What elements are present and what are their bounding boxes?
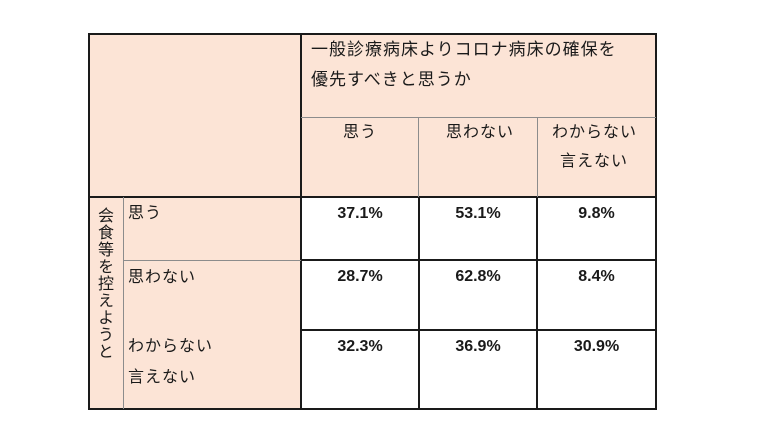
value-cell: 32.3% <box>337 338 383 355</box>
value-cell: 9.8% <box>578 205 615 222</box>
column-header-no: 思わない <box>446 122 515 141</box>
row-label-unsure-line1: わからない <box>128 336 214 355</box>
value-cell: 53.1% <box>455 205 501 222</box>
row-label-no: 思わない <box>128 267 197 286</box>
divider-row-1 <box>301 259 656 261</box>
data-area <box>301 197 656 409</box>
divider-label-row-1 <box>123 260 301 261</box>
divider-body-col-1 <box>418 197 420 409</box>
border-right <box>655 33 657 410</box>
divider-body-col-2 <box>536 197 538 409</box>
divider-col-1 <box>418 118 419 197</box>
row-group-label-cell <box>88 197 123 409</box>
divider-label-column <box>300 33 302 410</box>
row-group-label: 会食等を控えようと <box>95 207 114 360</box>
divider-row-2 <box>301 329 656 331</box>
border-bottom <box>88 408 657 410</box>
border-top <box>88 33 657 35</box>
divider-header-bottom <box>88 196 657 198</box>
question-line-1: 一般診療病床よりコロナ病床の確保を <box>311 40 617 60</box>
divider-col-2 <box>537 118 538 197</box>
value-cell: 36.9% <box>455 338 501 355</box>
border-left <box>88 33 90 410</box>
question-header-cell <box>301 33 656 197</box>
column-header-unsure-line1: わからない <box>552 122 638 141</box>
value-cell: 30.9% <box>573 338 620 355</box>
row-label-unsure-line2: 言えない <box>128 367 197 386</box>
value-cell: 28.7% <box>337 268 383 285</box>
column-header-unsure-line2: 言えない <box>560 151 629 170</box>
value-cell: 62.8% <box>455 268 501 285</box>
row-labels-cell <box>123 197 301 409</box>
row-label-yes: 思う <box>128 203 163 222</box>
corner-cell <box>88 33 301 197</box>
question-line-2: 優先すべきと思うか <box>311 70 472 90</box>
value-cell: 8.4% <box>578 268 615 285</box>
divider-question-bottom <box>301 117 656 118</box>
divider-group-label <box>123 197 124 409</box>
column-header-yes: 思う <box>343 122 378 141</box>
value-cell: 37.1% <box>337 205 383 222</box>
